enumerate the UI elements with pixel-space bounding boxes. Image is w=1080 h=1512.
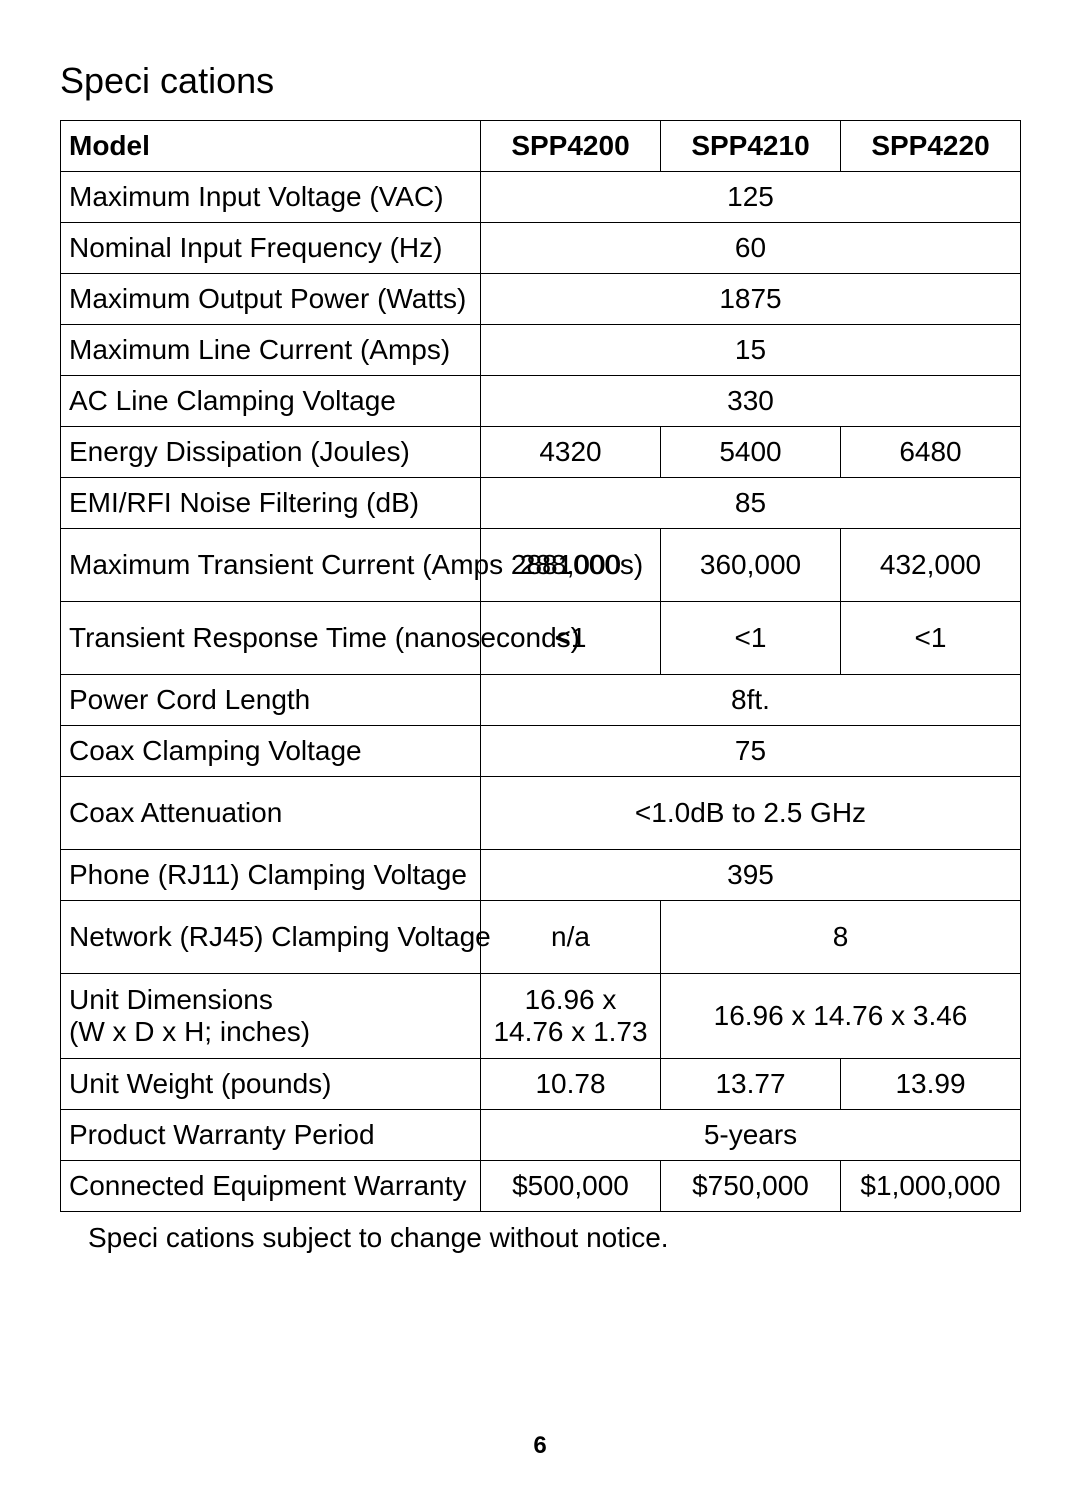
spec-table: Model SPP4200 SPP4210 SPP4220 Maximum In… (60, 120, 1021, 1212)
row-value: 10.78 (481, 1059, 661, 1110)
row-value: 395 (481, 850, 1021, 901)
row-value: $750,000 (661, 1161, 841, 1212)
row-value: 125 (481, 172, 1021, 223)
row-label: Power Cord Length (61, 675, 481, 726)
table-row: Unit Dimensions(W x D x H; inches) 16.96… (61, 974, 1021, 1059)
row-value: n/a (481, 901, 661, 974)
row-label: Network (RJ45) Clamping Voltage (61, 901, 481, 974)
table-row: Maximum Input Voltage (VAC) 125 (61, 172, 1021, 223)
row-label: Energy Dissipation (Joules) (61, 427, 481, 478)
table-row: AC Line Clamping Voltage 330 (61, 376, 1021, 427)
row-value: 13.99 (841, 1059, 1021, 1110)
row-value: 5-years (481, 1110, 1021, 1161)
row-value: $1,000,000 (841, 1161, 1021, 1212)
row-label: Product Warranty Period (61, 1110, 481, 1161)
row-label-line1: Unit Dimensions(W x D x H; inches) (69, 984, 310, 1047)
row-label: Maximum Output Power (Watts) (61, 274, 481, 325)
row-value: 13.77 (661, 1059, 841, 1110)
row-label: Maximum Input Voltage (VAC) (61, 172, 481, 223)
table-row: Phone (RJ11) Clamping Voltage 395 (61, 850, 1021, 901)
header-spp4200: SPP4200 (481, 121, 661, 172)
header-spp4210: SPP4210 (661, 121, 841, 172)
page-title: Speci cations (60, 60, 1020, 102)
row-value: 432,000 (841, 529, 1021, 602)
row-value: 330 (481, 376, 1021, 427)
row-value: 8ft. (481, 675, 1021, 726)
row-label: Maximum Line Current (Amps) (61, 325, 481, 376)
table-row: Product Warranty Period 5-years (61, 1110, 1021, 1161)
table-row: Nominal Input Frequency (Hz) 60 (61, 223, 1021, 274)
table-row: Maximum Output Power (Watts) 1875 (61, 274, 1021, 325)
row-label: Phone (RJ11) Clamping Voltage (61, 850, 481, 901)
table-row: Transient Response Time (nanoseconds) <1… (61, 602, 1021, 675)
row-value: 60 (481, 223, 1021, 274)
row-value: <1.0dB to 2.5 GHz (481, 777, 1021, 850)
row-value: 75 (481, 726, 1021, 777)
row-value: 1875 (481, 274, 1021, 325)
table-row: Coax Attenuation <1.0dB to 2.5 GHz (61, 777, 1021, 850)
page-number: 6 (0, 1432, 1080, 1460)
row-value: 360,000 (661, 529, 841, 602)
header-model: Model (61, 121, 481, 172)
row-value: 85 (481, 478, 1021, 529)
row-value: 6480 (841, 427, 1021, 478)
table-row: EMI/RFI Noise Filtering (dB) 85 (61, 478, 1021, 529)
table-row: Energy Dissipation (Joules) 4320 5400 64… (61, 427, 1021, 478)
table-row: Coax Clamping Voltage 75 (61, 726, 1021, 777)
row-value: <1 (661, 602, 841, 675)
row-label: Maximum Transient Current (Amps 2881000s… (61, 529, 481, 602)
row-label: EMI/RFI Noise Filtering (dB) (61, 478, 481, 529)
row-value: 8 (661, 901, 1021, 974)
row-value: $500,000 (481, 1161, 661, 1212)
row-value: 4320 (481, 427, 661, 478)
row-label: AC Line Clamping Voltage (61, 376, 481, 427)
row-value: 16.96 x 14.76 x 3.46 (661, 974, 1021, 1059)
table-row: Power Cord Length 8ft. (61, 675, 1021, 726)
row-value: 15 (481, 325, 1021, 376)
table-header-row: Model SPP4200 SPP4210 SPP4220 (61, 121, 1021, 172)
table-row: Network (RJ45) Clamping Voltage n/a 8 (61, 901, 1021, 974)
row-label: Coax Attenuation (61, 777, 481, 850)
header-spp4220: SPP4220 (841, 121, 1021, 172)
table-row: Maximum Transient Current (Amps 2881000s… (61, 529, 1021, 602)
table-row: Unit Weight (pounds) 10.78 13.77 13.99 (61, 1059, 1021, 1110)
row-value: 16.96 x 14.76 x 1.73 (481, 974, 661, 1059)
row-value: <1 (841, 602, 1021, 675)
footnote-text: Speci cations subject to change without … (60, 1222, 1020, 1254)
row-label: Coax Clamping Voltage (61, 726, 481, 777)
table-row: Connected Equipment Warranty $500,000 $7… (61, 1161, 1021, 1212)
row-label: Nominal Input Frequency (Hz) (61, 223, 481, 274)
row-value: 5400 (661, 427, 841, 478)
row-label: Unit Dimensions(W x D x H; inches) (61, 974, 481, 1059)
row-label: Unit Weight (pounds) (61, 1059, 481, 1110)
row-label: Connected Equipment Warranty (61, 1161, 481, 1212)
table-row: Maximum Line Current (Amps) 15 (61, 325, 1021, 376)
row-label: Transient Response Time (nanoseconds) (61, 602, 481, 675)
